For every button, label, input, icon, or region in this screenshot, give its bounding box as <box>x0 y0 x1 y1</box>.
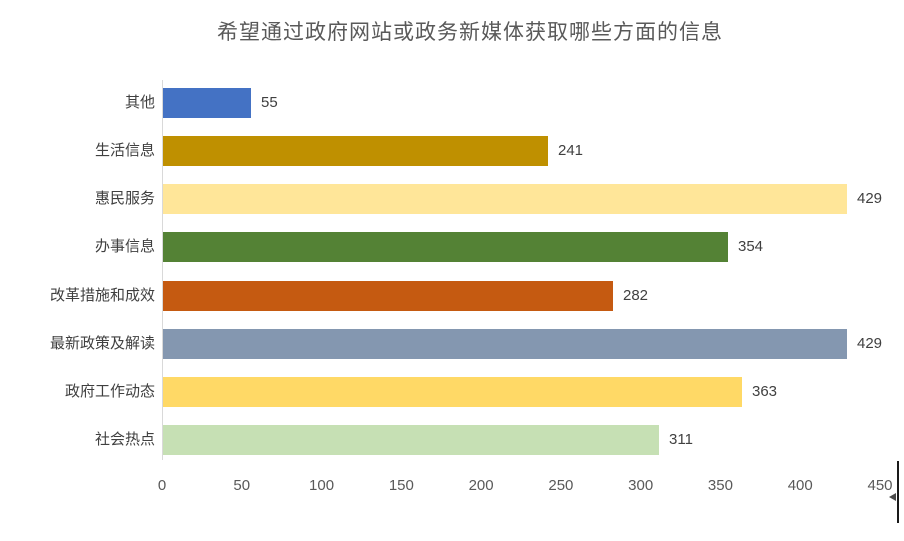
category-label: 其他 <box>124 94 155 111</box>
bar-1 <box>163 88 251 118</box>
category-label: 办事信息 <box>94 238 155 255</box>
cursor-artifact-arrow-icon <box>889 493 896 501</box>
bar-row: 社会热点 311 <box>0 425 904 455</box>
x-tick-label: 350 <box>707 477 733 494</box>
x-tick-label: 200 <box>468 477 494 494</box>
x-tick-label: 400 <box>787 477 813 494</box>
x-tick-label: 100 <box>309 477 335 494</box>
category-axis-line <box>162 80 163 460</box>
bar-row: 其他 55 <box>0 88 904 118</box>
bar-row: 办事信息 354 <box>0 232 904 262</box>
bar-6 <box>163 329 847 359</box>
category-label: 生活信息 <box>94 142 155 159</box>
x-tick-label: 0 <box>157 477 167 494</box>
bar-7 <box>163 377 742 407</box>
category-label: 改革措施和成效 <box>49 287 155 304</box>
value-label: 354 <box>738 238 764 255</box>
category-label: 惠民服务 <box>94 190 155 207</box>
value-label: 282 <box>623 287 649 304</box>
bar-4 <box>163 232 728 262</box>
value-label: 311 <box>669 431 693 448</box>
bar-8 <box>163 425 659 455</box>
chart-title: 希望通过政府网站或政务新媒体获取哪些方面的信息 <box>217 21 723 44</box>
x-tick-label: 150 <box>388 477 414 494</box>
bar-row: 最新政策及解读 429 <box>0 329 904 359</box>
bar-2 <box>163 136 548 166</box>
bar-row: 惠民服务 429 <box>0 184 904 214</box>
bar-row: 生活信息 241 <box>0 136 904 166</box>
value-label: 241 <box>558 142 584 159</box>
x-tick-label: 50 <box>233 477 251 494</box>
x-tick-label: 300 <box>628 477 654 494</box>
bar-5 <box>163 281 613 311</box>
bar-3 <box>163 184 847 214</box>
value-label: 429 <box>857 335 883 352</box>
value-label: 429 <box>857 190 883 207</box>
value-label: 363 <box>752 383 778 400</box>
value-label: 55 <box>261 94 278 111</box>
category-label: 政府工作动态 <box>64 383 155 400</box>
category-label: 社会热点 <box>94 431 155 448</box>
bar-row: 改革措施和成效 282 <box>0 281 904 311</box>
bar-row: 政府工作动态 363 <box>0 377 904 407</box>
category-label: 最新政策及解读 <box>49 335 155 352</box>
x-tick-label: 250 <box>548 477 574 494</box>
cursor-artifact-line <box>897 461 899 523</box>
x-tick-label: 450 <box>867 477 893 494</box>
